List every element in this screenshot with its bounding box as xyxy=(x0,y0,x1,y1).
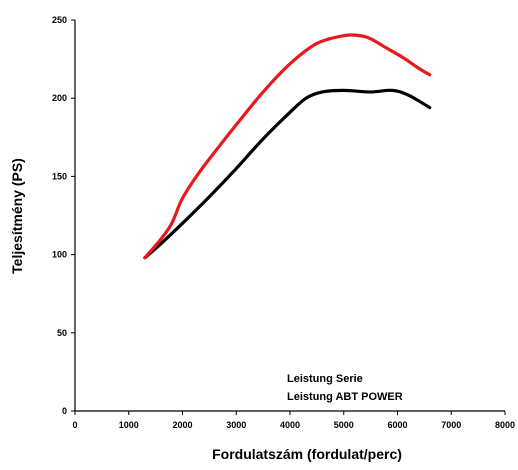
series-line-abt-power xyxy=(143,33,432,260)
y-tick-label: 250 xyxy=(52,15,67,25)
x-tick-label: 7000 xyxy=(441,420,461,430)
y-tick-label: 50 xyxy=(57,328,67,338)
x-tick-label: 0 xyxy=(72,420,77,430)
y-ticks: 0 50 100 150 200 250 xyxy=(52,15,75,416)
y-tick-label: 200 xyxy=(52,93,67,103)
x-tick-label: 8000 xyxy=(495,420,515,430)
y-tick-label: 100 xyxy=(52,250,67,260)
x-tick-label: 1000 xyxy=(119,420,139,430)
x-tick-label: 6000 xyxy=(387,420,407,430)
legend: Leistung Serie Leistung ABT POWER xyxy=(287,373,403,403)
series-lines xyxy=(143,33,432,260)
x-tick-label: 4000 xyxy=(280,420,300,430)
x-tick-label: 3000 xyxy=(226,420,246,430)
axes xyxy=(74,20,505,412)
x-tick-label: 2000 xyxy=(172,420,192,430)
y-axis-title: Teljesítmény (PS) xyxy=(9,158,25,274)
y-tick-label: 0 xyxy=(62,406,67,416)
legend-entry-serie: Leistung Serie xyxy=(287,373,363,385)
x-tick-label: 5000 xyxy=(334,420,354,430)
x-axis-title: Fordulatszám (fordulat/perc) xyxy=(212,446,402,462)
x-ticks: 0 1000 2000 3000 4000 5000 6000 7000 8000 xyxy=(72,411,515,430)
y-tick-label: 150 xyxy=(52,171,67,181)
legend-entry-abt-power: Leistung ABT POWER xyxy=(287,391,403,403)
series-line-serie xyxy=(143,88,432,260)
